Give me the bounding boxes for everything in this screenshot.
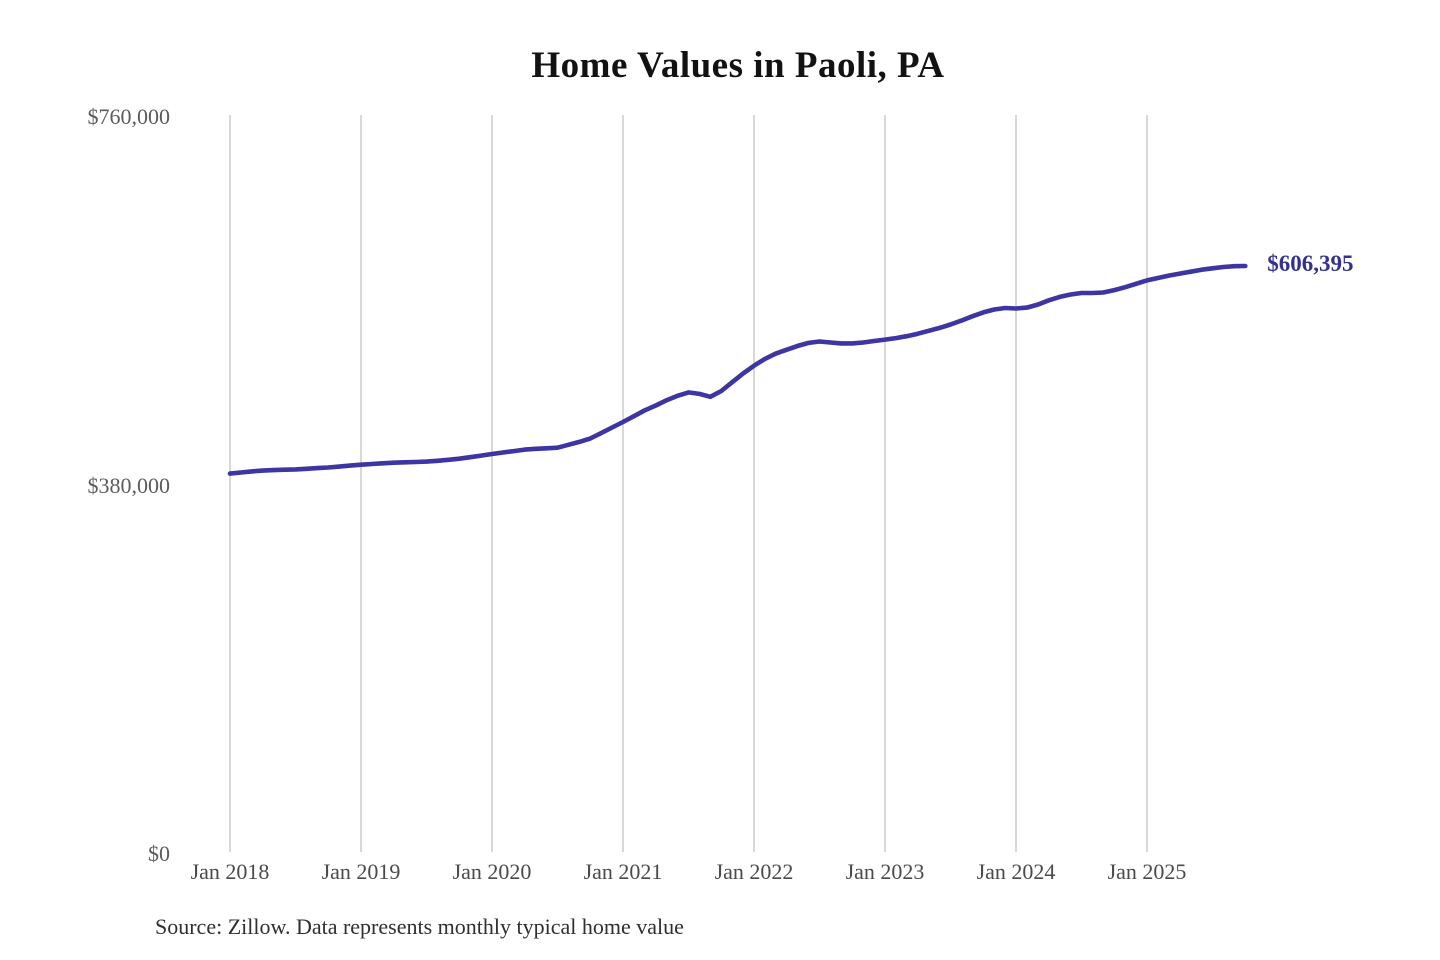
x-tick-label: Jan 2025 [1107,859,1187,884]
y-tick-label: $0 [148,841,170,866]
y-tick-label: $760,000 [87,104,171,129]
x-tick-label: Jan 2020 [452,859,532,884]
x-tick-label: Jan 2023 [845,859,925,884]
home-value-line [227,263,1248,476]
gridline-group [229,115,1148,852]
source-note: Source: Zillow. Data represents monthly … [155,914,684,939]
y-tick-label: $380,000 [87,472,171,498]
chart-title: Home Values in Paoli, PA [531,45,945,86]
last-value-label: $606,395 [1267,250,1354,276]
x-tick-label: Jan 2021 [583,859,663,884]
x-tick-label: Jan 2024 [976,859,1056,884]
x-tick-label: Jan 2022 [714,859,794,884]
x-tick-label: Jan 2018 [190,859,270,884]
x-tick-label: Jan 2019 [321,859,401,884]
